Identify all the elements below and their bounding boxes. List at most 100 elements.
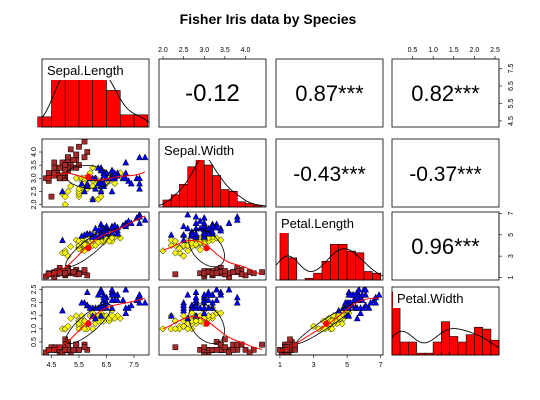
panel-0-3: 0.82*** [391,58,500,128]
panel-3-0 [41,286,150,356]
point-setosa-42 [45,170,52,176]
correlation-ellipse-2-1 [188,228,225,268]
panel-1-2: -0.43*** [275,138,384,208]
histogram-bar-petal-length-8 [346,250,356,281]
point-virginica-30 [127,301,135,309]
point-versicolor-37 [97,193,105,201]
y-tick-label-sepal-width-1: 2.5 [31,186,38,196]
point-setosa-43 [62,162,69,168]
point-virginica-24 [108,296,116,303]
point-virginica-45 [108,291,116,298]
panel-border-1-3 [391,138,500,208]
point-virginica-48 [94,291,102,298]
point-versicolor-10 [159,247,167,255]
point-setosa-36 [76,271,82,278]
panel-border-0-2 [275,58,384,128]
point-virginica-49 [200,229,208,237]
mean-point-3-1 [203,320,210,327]
point-virginica-32 [192,293,200,301]
point-virginica-44 [213,223,221,231]
point-setosa-49 [62,270,69,277]
point-setosa-44 [234,341,241,348]
point-setosa-40 [222,344,228,351]
point-virginica-21 [78,298,86,306]
point-virginica-31 [233,298,241,306]
panel-3-2 [275,286,384,356]
panel-0-1: -0.12 [158,58,267,128]
point-virginica-48 [350,291,358,298]
histogram-bar-petal-width-5 [432,341,442,356]
point-virginica-6 [59,306,66,314]
point-virginica-19 [167,312,175,319]
point-setosa-24 [56,164,63,171]
point-virginica-42 [83,182,91,189]
panel-border-2-0 [41,211,150,281]
point-virginica-31 [233,216,241,223]
point-virginica-22 [372,298,380,306]
y-tick-label-petal-width-0: 0.5 [31,337,38,347]
panel-border-3-1 [158,286,267,356]
point-virginica-42 [83,301,91,309]
histogram-bar-petal-width-2 [408,341,417,356]
point-setosa-33 [76,143,82,150]
point-virginica-29 [357,309,364,316]
histogram-bar-sepal-length-0 [37,116,52,128]
point-setosa-49 [213,347,220,353]
point-virginica-2 [119,296,127,303]
panel-1-0 [41,138,150,208]
point-virginica-29 [200,309,208,316]
point-setosa-18 [81,267,88,273]
point-versicolor-34 [72,312,80,320]
point-setosa-43 [222,336,228,343]
point-virginica-33 [97,312,105,319]
point-virginica-48 [217,291,225,298]
point-setosa-41 [172,344,179,351]
histogram-bar-petal-width-9 [465,334,475,356]
panel-grid: Sepal.Length -0.12 0.87*** 0.82*** Sepal.Wid… [37,58,500,356]
point-virginica-35 [136,219,143,226]
point-setosa-36 [76,347,82,353]
point-virginica-30 [362,301,370,309]
point-setosa-32 [67,146,74,153]
histogram-bar-sepal-width-6 [212,175,222,208]
panel-3-3: Petal.Width [391,286,500,356]
point-virginica-34 [353,314,361,322]
scatter-area-3-1 [159,287,265,355]
point-virginica-7 [196,217,204,224]
histogram-bar-sepal-width-7 [220,189,230,208]
histogram-bar-sepal-length-1 [51,71,66,128]
point-setosa-45 [201,344,208,351]
point-virginica-9 [225,287,233,293]
point-virginica-41 [114,229,121,237]
point-virginica-22 [136,298,143,306]
y-tick-label-petal-length-2: 5 [508,233,515,237]
x-tick-label-sepal-length-3: 7.5 [129,362,139,369]
point-setosa-43 [287,336,293,343]
smoother-line-3-1 [162,316,263,350]
x-tick-label-sepal-length-0: 4.5 [47,362,57,369]
point-virginica-33 [345,312,353,319]
point-virginica-37 [204,304,212,311]
point-virginica-33 [192,229,200,237]
point-virginica-37 [100,171,108,179]
histogram-bar-sepal-length-6 [119,114,135,128]
point-versicolor-34 [72,174,80,182]
panel-2-1 [158,211,267,281]
point-virginica-24 [213,296,221,303]
point-virginica-30 [127,179,135,187]
panel-border-1-2 [275,138,384,208]
point-virginica-39 [350,296,358,303]
y-tick-label-sepal-width-2: 3.0 [31,173,38,183]
point-virginica-48 [217,226,225,234]
point-setosa-15 [259,341,265,348]
point-virginica-18 [375,291,383,298]
var-label-petal-length: Petal.Length [281,216,354,231]
x-tick-label-petal-width-0: 0.5 [408,47,418,54]
panel-0-2: 0.87*** [275,58,384,128]
point-virginica-39 [204,296,212,303]
point-virginica-21 [78,232,86,239]
histogram-bar-petal-length-1 [288,257,298,281]
y-tick-label-petal-width-4: 2.5 [31,285,38,295]
y-tick-label-sepal-width-3: 3.5 [31,160,38,170]
point-virginica-18 [136,184,143,192]
